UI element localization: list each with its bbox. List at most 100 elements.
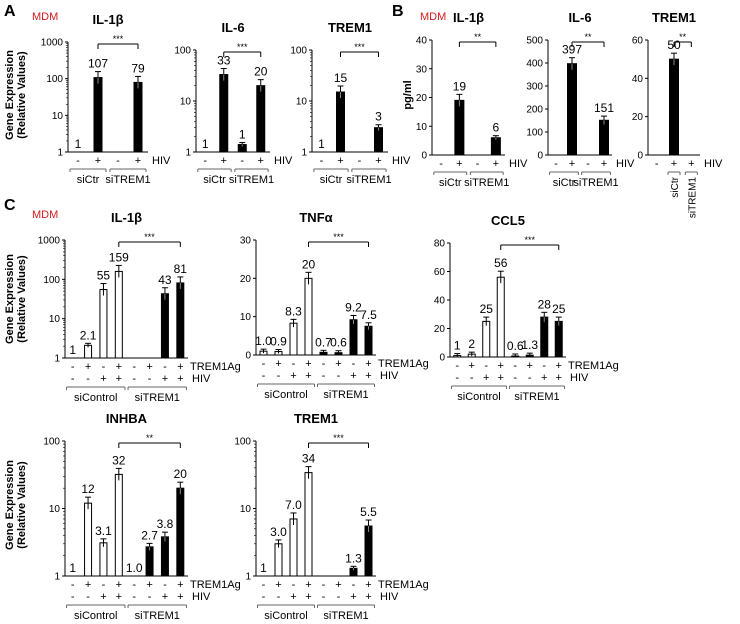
- trem-sign: -: [292, 579, 296, 591]
- hiv-row-label: HIV: [392, 155, 411, 167]
- group-label: siTREM1: [323, 610, 368, 622]
- value-label: 3.1: [95, 524, 112, 538]
- trem-sign: +: [116, 361, 122, 373]
- trem-sign: -: [262, 358, 266, 370]
- panel-letter-b: B: [392, 3, 404, 20]
- trem-sign: -: [163, 579, 167, 591]
- value-label: 1: [260, 561, 267, 575]
- ylabel-c1-line2: (Relative Values): [16, 255, 28, 343]
- y-tick-label: 1: [185, 148, 191, 159]
- hiv-sign: -: [71, 591, 75, 603]
- hiv-sign: +: [100, 373, 106, 385]
- bar: [554, 320, 563, 358]
- value-label: 0.9: [270, 335, 287, 349]
- y-tick-label: 1: [301, 148, 307, 159]
- hiv-sign: -: [132, 591, 136, 603]
- value-label: 1: [454, 339, 461, 353]
- value-label: 397: [562, 43, 582, 57]
- bar: [160, 536, 169, 577]
- hiv-sign: +: [177, 591, 183, 603]
- value-label: 43: [158, 273, 172, 287]
- y-tick-label: 80: [434, 239, 446, 250]
- bar: [496, 276, 505, 358]
- y-tick-label: 0: [537, 151, 543, 162]
- bar: [319, 351, 328, 356]
- y-tick-label: 1: [57, 148, 63, 159]
- sig-stars: ***: [144, 232, 155, 242]
- sig-stars: ***: [237, 42, 248, 52]
- trem-sign: -: [542, 360, 546, 372]
- trem-sign: +: [335, 579, 341, 591]
- y-tick-label: 1000: [41, 38, 64, 49]
- y-tick-label: 60: [434, 267, 446, 278]
- bar: [289, 518, 298, 577]
- bar: [274, 543, 283, 577]
- trem-sign: +: [335, 358, 341, 370]
- hiv-sign: -: [513, 372, 517, 384]
- hiv-sign: +: [456, 158, 462, 170]
- bar: [93, 77, 103, 153]
- hiv-sign: -: [476, 158, 480, 170]
- y-tick-label: 40: [632, 74, 644, 85]
- hiv-sign: +: [116, 591, 122, 603]
- hiv-sign: +: [483, 372, 489, 384]
- chart-title: IL-6: [221, 20, 244, 35]
- hiv-row-label: HIV: [509, 158, 528, 170]
- trem-sign: +: [85, 361, 91, 373]
- hiv-sign: -: [71, 373, 75, 385]
- hiv-sign: -: [455, 372, 459, 384]
- value-label: 79: [131, 61, 145, 75]
- group-label: siControl: [264, 389, 307, 401]
- y-tick-label: 100: [43, 275, 60, 286]
- trem-sign: -: [322, 358, 326, 370]
- chart-title: IL-1β: [92, 12, 123, 27]
- bar: [114, 270, 123, 359]
- sig-stars: ***: [524, 235, 535, 245]
- hiv-sign: +: [350, 591, 356, 603]
- trem-sign: +: [498, 360, 504, 372]
- bar: [145, 546, 154, 577]
- bar: [133, 81, 143, 153]
- hiv-sign: -: [320, 155, 324, 167]
- value-label: 15: [334, 71, 348, 85]
- trem-sign: +: [275, 358, 281, 370]
- trem-sign: -: [455, 360, 459, 372]
- sig-stars: **: [584, 32, 592, 42]
- hiv-sign: -: [439, 158, 443, 170]
- hiv-sign: -: [262, 591, 266, 603]
- value-label: 81: [174, 262, 188, 276]
- chart-a2: IL-6 1 10 100 1 33 1 20 *** - + - + HIV siCtr siTREM1: [174, 20, 293, 186]
- hiv-sign: +: [95, 155, 101, 167]
- sig-stars: **: [679, 32, 687, 42]
- trem-sign: +: [556, 360, 562, 372]
- bar: [364, 525, 373, 577]
- value-label: 20: [302, 257, 316, 271]
- bar: [256, 85, 266, 153]
- chart-title: TREM1: [652, 10, 696, 25]
- hiv-sign: -: [86, 591, 90, 603]
- hiv-sign: -: [116, 155, 120, 167]
- bar: [304, 277, 313, 356]
- value-label: 0.6: [507, 339, 524, 353]
- value-label: 0.6: [330, 336, 347, 350]
- hiv-row-label: HIV: [570, 372, 589, 384]
- hiv-sign: +: [671, 158, 677, 170]
- sig-stars: **: [474, 32, 482, 42]
- value-label: 1: [69, 561, 76, 575]
- hiv-sign: +: [135, 155, 141, 167]
- trem-sign: +: [177, 361, 183, 373]
- sig-stars: **: [146, 433, 154, 443]
- bar: [567, 63, 577, 156]
- hiv-sign: -: [86, 373, 90, 385]
- group-label: siTREM1: [687, 177, 698, 219]
- trem-sign: +: [365, 579, 371, 591]
- trem-sign: -: [352, 358, 356, 370]
- y-tick-label: 1: [54, 572, 60, 583]
- chart-title: CCL5: [491, 213, 525, 228]
- chart-title: IL-1β: [111, 210, 142, 225]
- value-label: 34: [302, 452, 316, 466]
- hiv-sign: -: [322, 370, 326, 382]
- bar: [540, 316, 549, 358]
